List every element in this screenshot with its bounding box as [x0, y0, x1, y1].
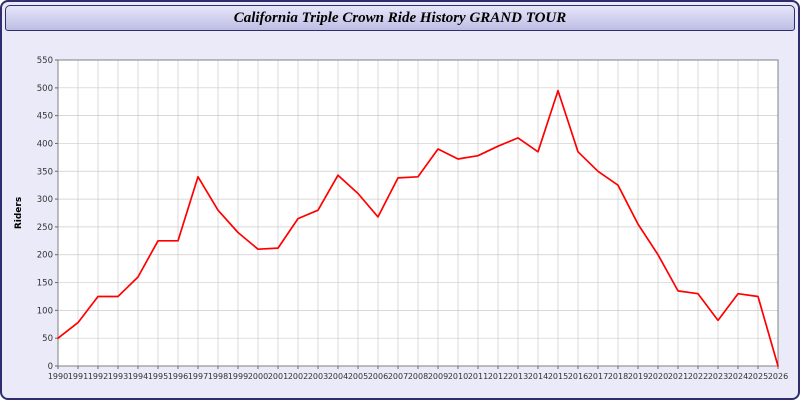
x-tick-label: 2019: [628, 372, 648, 381]
plot-border: [57, 59, 779, 367]
x-tick-label: 2008: [408, 372, 428, 381]
y-axis-label: Riders: [14, 197, 24, 229]
x-tick-label: 2016: [568, 372, 588, 381]
y-tick-label: 500: [37, 84, 53, 94]
x-tick-label: 1990: [48, 372, 68, 381]
x-tick-label: 2021: [668, 372, 688, 381]
x-tick-label: 2026: [768, 372, 788, 381]
page-title: California Triple Crown Ride History GRA…: [233, 9, 567, 26]
riders-series-line: [57, 89, 779, 367]
x-tick-label: 2020: [648, 372, 668, 381]
x-tick-label: 1994: [128, 372, 148, 381]
x-tick-label: 2002: [288, 372, 308, 381]
x-tick-label: 2012: [488, 372, 508, 381]
x-tick-label: 2009: [428, 372, 448, 381]
x-tick-label: 2001: [268, 372, 288, 381]
x-tick-label: 2013: [508, 372, 528, 381]
x-tick-label: 2022: [688, 372, 708, 381]
x-tick-label: 2005: [348, 372, 368, 381]
x-tick-label: 2025: [748, 372, 768, 381]
y-tick-label: 350: [37, 167, 53, 177]
y-tick-label: 50: [42, 334, 53, 344]
y-tick-label: 100: [37, 306, 53, 316]
x-tick-label: 2014: [528, 372, 548, 381]
x-tick-label: 1999: [228, 372, 248, 381]
x-tick-label: 2004: [328, 372, 348, 381]
y-tick-label: 550: [37, 56, 53, 66]
y-tick-label: 200: [37, 251, 53, 261]
y-tick-label: 400: [37, 139, 53, 149]
x-tick-label: 2007: [388, 372, 408, 381]
x-tick-label: 1997: [188, 372, 208, 381]
x-tick-label: 2011: [468, 372, 488, 381]
x-tick-label: 2000: [248, 372, 268, 381]
y-tick-label: 150: [37, 279, 53, 289]
x-tick-label: 1996: [168, 372, 188, 381]
x-tick-label: 2018: [608, 372, 628, 381]
y-tick-label: 450: [37, 112, 53, 122]
y-tick-label: 250: [37, 223, 53, 233]
x-tick-label: 2006: [368, 372, 388, 381]
chart-panel: 0 50 100 150 200 250 300 350 400 450 500 550 1990 199…: [10, 46, 794, 394]
x-tick-label: 1993: [108, 372, 128, 381]
x-tick-label: 1998: [208, 372, 228, 381]
x-tick-label: 2017: [588, 372, 608, 381]
x-tick-label: 2010: [448, 372, 468, 381]
y-tick-label: 300: [37, 195, 53, 205]
title-bar: California Triple Crown Ride History GRA…: [5, 5, 795, 31]
x-tick-label: 1995: [148, 372, 168, 381]
x-tick-label: 2023: [708, 372, 728, 381]
x-tick-label: 2024: [728, 372, 748, 381]
y-tick-label: 0: [48, 362, 53, 372]
x-tick-label: 2003: [308, 372, 328, 381]
x-tick-label: 1991: [68, 372, 88, 381]
x-tick-label: 2015: [548, 372, 568, 381]
x-tick-label: 1992: [88, 372, 108, 381]
